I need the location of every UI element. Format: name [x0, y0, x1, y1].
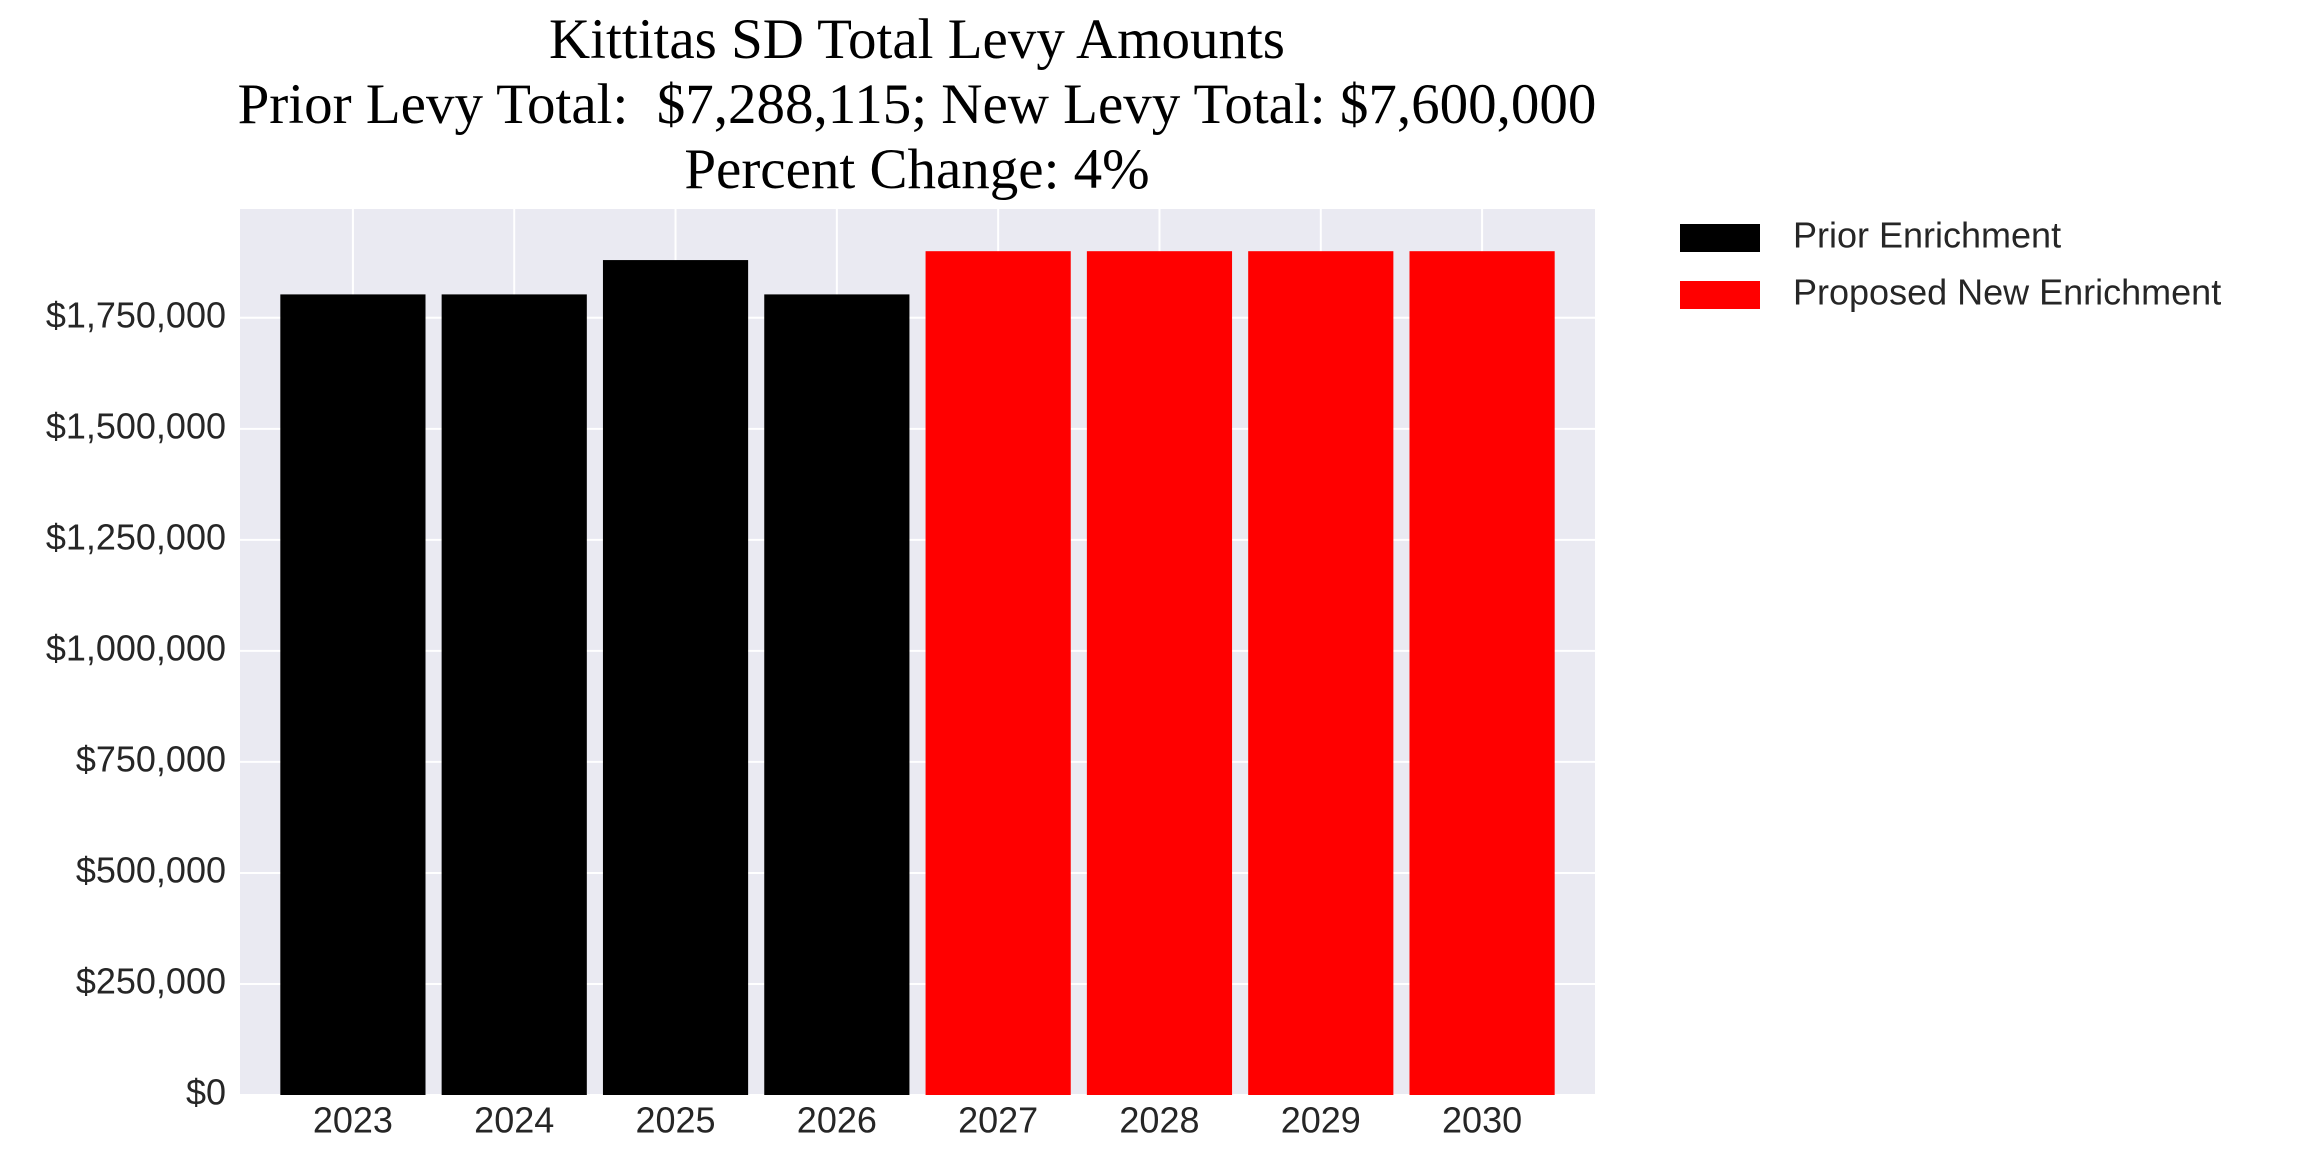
y-tick-label: $1,750,000: [46, 294, 226, 335]
chart-subtitle: Prior Levy Total: $7,288,115; New Levy T…: [238, 73, 1597, 136]
legend-label: Proposed New Enrichment: [1793, 272, 2221, 313]
bar: [602, 260, 749, 1095]
bar: [1409, 251, 1555, 1095]
y-tick-label: $750,000: [76, 738, 226, 779]
legend-swatch: [1680, 224, 1760, 252]
y-tick-label: $1,000,000: [46, 627, 226, 668]
x-tick-label: 2023: [313, 1100, 393, 1141]
y-tick-label: $500,000: [76, 849, 226, 890]
y-tick-label: $1,250,000: [46, 516, 226, 557]
x-tick-label: 2025: [635, 1100, 715, 1141]
x-tick-label: 2029: [1281, 1100, 1361, 1141]
x-tick-label: 2027: [958, 1100, 1038, 1141]
bar: [764, 294, 910, 1096]
bar: [925, 251, 1071, 1095]
y-tick-label: $1,500,000: [46, 405, 226, 446]
bar: [1248, 251, 1394, 1095]
chart-title: Kittitas SD Total Levy Amounts: [549, 8, 1285, 71]
y-tick-label: $250,000: [76, 960, 226, 1001]
bar: [280, 294, 426, 1096]
x-tick-label: 2024: [474, 1100, 554, 1141]
bar: [1086, 251, 1233, 1095]
x-tick-label: 2030: [1442, 1100, 1522, 1141]
legend-label: Prior Enrichment: [1793, 215, 2061, 256]
legend-swatch: [1680, 281, 1760, 309]
y-tick-label: $0: [186, 1072, 226, 1113]
x-tick-label: 2028: [1119, 1100, 1199, 1141]
chart-subtitle: Percent Change: 4%: [684, 138, 1149, 201]
bar: [441, 294, 587, 1096]
x-tick-label: 2026: [797, 1100, 877, 1141]
